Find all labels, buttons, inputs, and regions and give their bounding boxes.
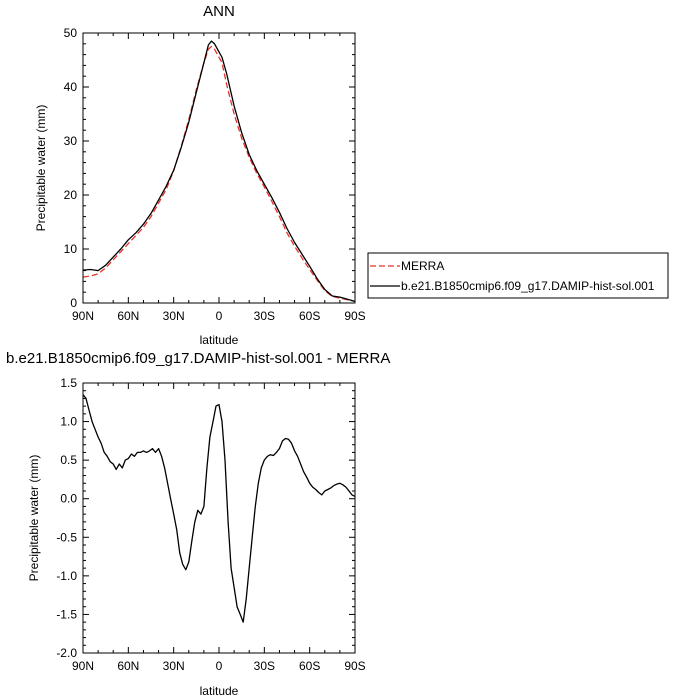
top-plot-frame — [82, 32, 356, 304]
bottom-series-line-0 — [82, 394, 356, 623]
top-y-tick-label: 40 — [64, 80, 78, 94]
bottom-y-tick-label: 0.5 — [60, 453, 77, 467]
top-y-axis-label: Precipitable water (mm) — [34, 105, 48, 232]
legend-merra-label: MERRA — [401, 259, 444, 273]
bottom-y-tick-label: -2.0 — [56, 646, 77, 660]
top-chart-panel: ANN 90N 60N 30N 0 30S 60S 90S 0 10 20 30 40 50 latit… — [34, 3, 366, 347]
bottom-x-tick-label: 60N — [117, 659, 139, 673]
top-x-tick-label: 0 — [216, 309, 223, 323]
bottom-chart-title: b.e21.B1850cmip6.f09_g17.DAMIP-hist-sol.… — [6, 350, 390, 367]
top-x-tick-label: 30S — [254, 309, 275, 323]
bottom-y-tick-label: 1.5 — [60, 376, 77, 390]
bottom-y-axis-label: Precipitable water (mm) — [27, 455, 41, 582]
bottom-plot-frame — [82, 382, 356, 654]
top-y-tick-label: 0 — [70, 296, 77, 310]
bottom-y-tick-label: 0.0 — [60, 492, 77, 506]
bottom-y-tick-label: -1.0 — [56, 569, 77, 583]
top-x-axis-label: latitude — [200, 333, 239, 347]
bottom-x-tick-label: 90N — [72, 659, 94, 673]
top-y-tick-label: 50 — [64, 26, 78, 40]
bottom-x-tick-label: 60S — [299, 659, 320, 673]
bottom-x-tick-label: 30N — [163, 659, 185, 673]
bottom-series-group — [82, 394, 356, 623]
top-x-tick-label: 60S — [299, 309, 320, 323]
top-y-tick-label: 10 — [64, 242, 78, 256]
bottom-chart-panel: b.e21.B1850cmip6.f09_g17.DAMIP-hist-sol.… — [6, 350, 390, 698]
bottom-ticks-group: 90N 60N 30N 0 30S 60S 90S -2.0 -1.5 -1.0 -0.5 0.0 0.… — [56, 376, 365, 673]
legend-model-label: b.e21.B1850cmip6.f09_g17.DAMIP-hist-sol.… — [401, 279, 655, 293]
top-x-tick-label: 90S — [344, 309, 365, 323]
top-x-tick-label: 90N — [72, 309, 94, 323]
top-series-group — [82, 40, 356, 303]
top-series-line-merra — [82, 45, 356, 303]
top-x-tick-label: 30N — [163, 309, 185, 323]
legend: MERRA b.e21.B1850cmip6.f09_g17.DAMIP-his… — [367, 252, 669, 299]
bottom-y-tick-label: -0.5 — [56, 530, 77, 544]
top-ticks-group: 90N 60N 30N 0 30S 60S 90S 0 10 20 30 40 50 — [64, 26, 366, 323]
legend-box — [367, 252, 669, 299]
top-chart-title: ANN — [203, 3, 235, 20]
bottom-x-tick-label: 0 — [216, 659, 223, 673]
bottom-x-axis-label: latitude — [200, 684, 239, 698]
top-x-tick-label: 60N — [117, 309, 139, 323]
bottom-y-tick-label: 1.0 — [60, 415, 77, 429]
top-series-line-b — [82, 40, 356, 303]
top-y-tick-label: 20 — [64, 188, 78, 202]
bottom-x-tick-label: 30S — [254, 659, 275, 673]
bottom-x-tick-label: 90S — [344, 659, 365, 673]
bottom-y-tick-label: -1.5 — [56, 607, 77, 621]
top-y-tick-label: 30 — [64, 134, 78, 148]
